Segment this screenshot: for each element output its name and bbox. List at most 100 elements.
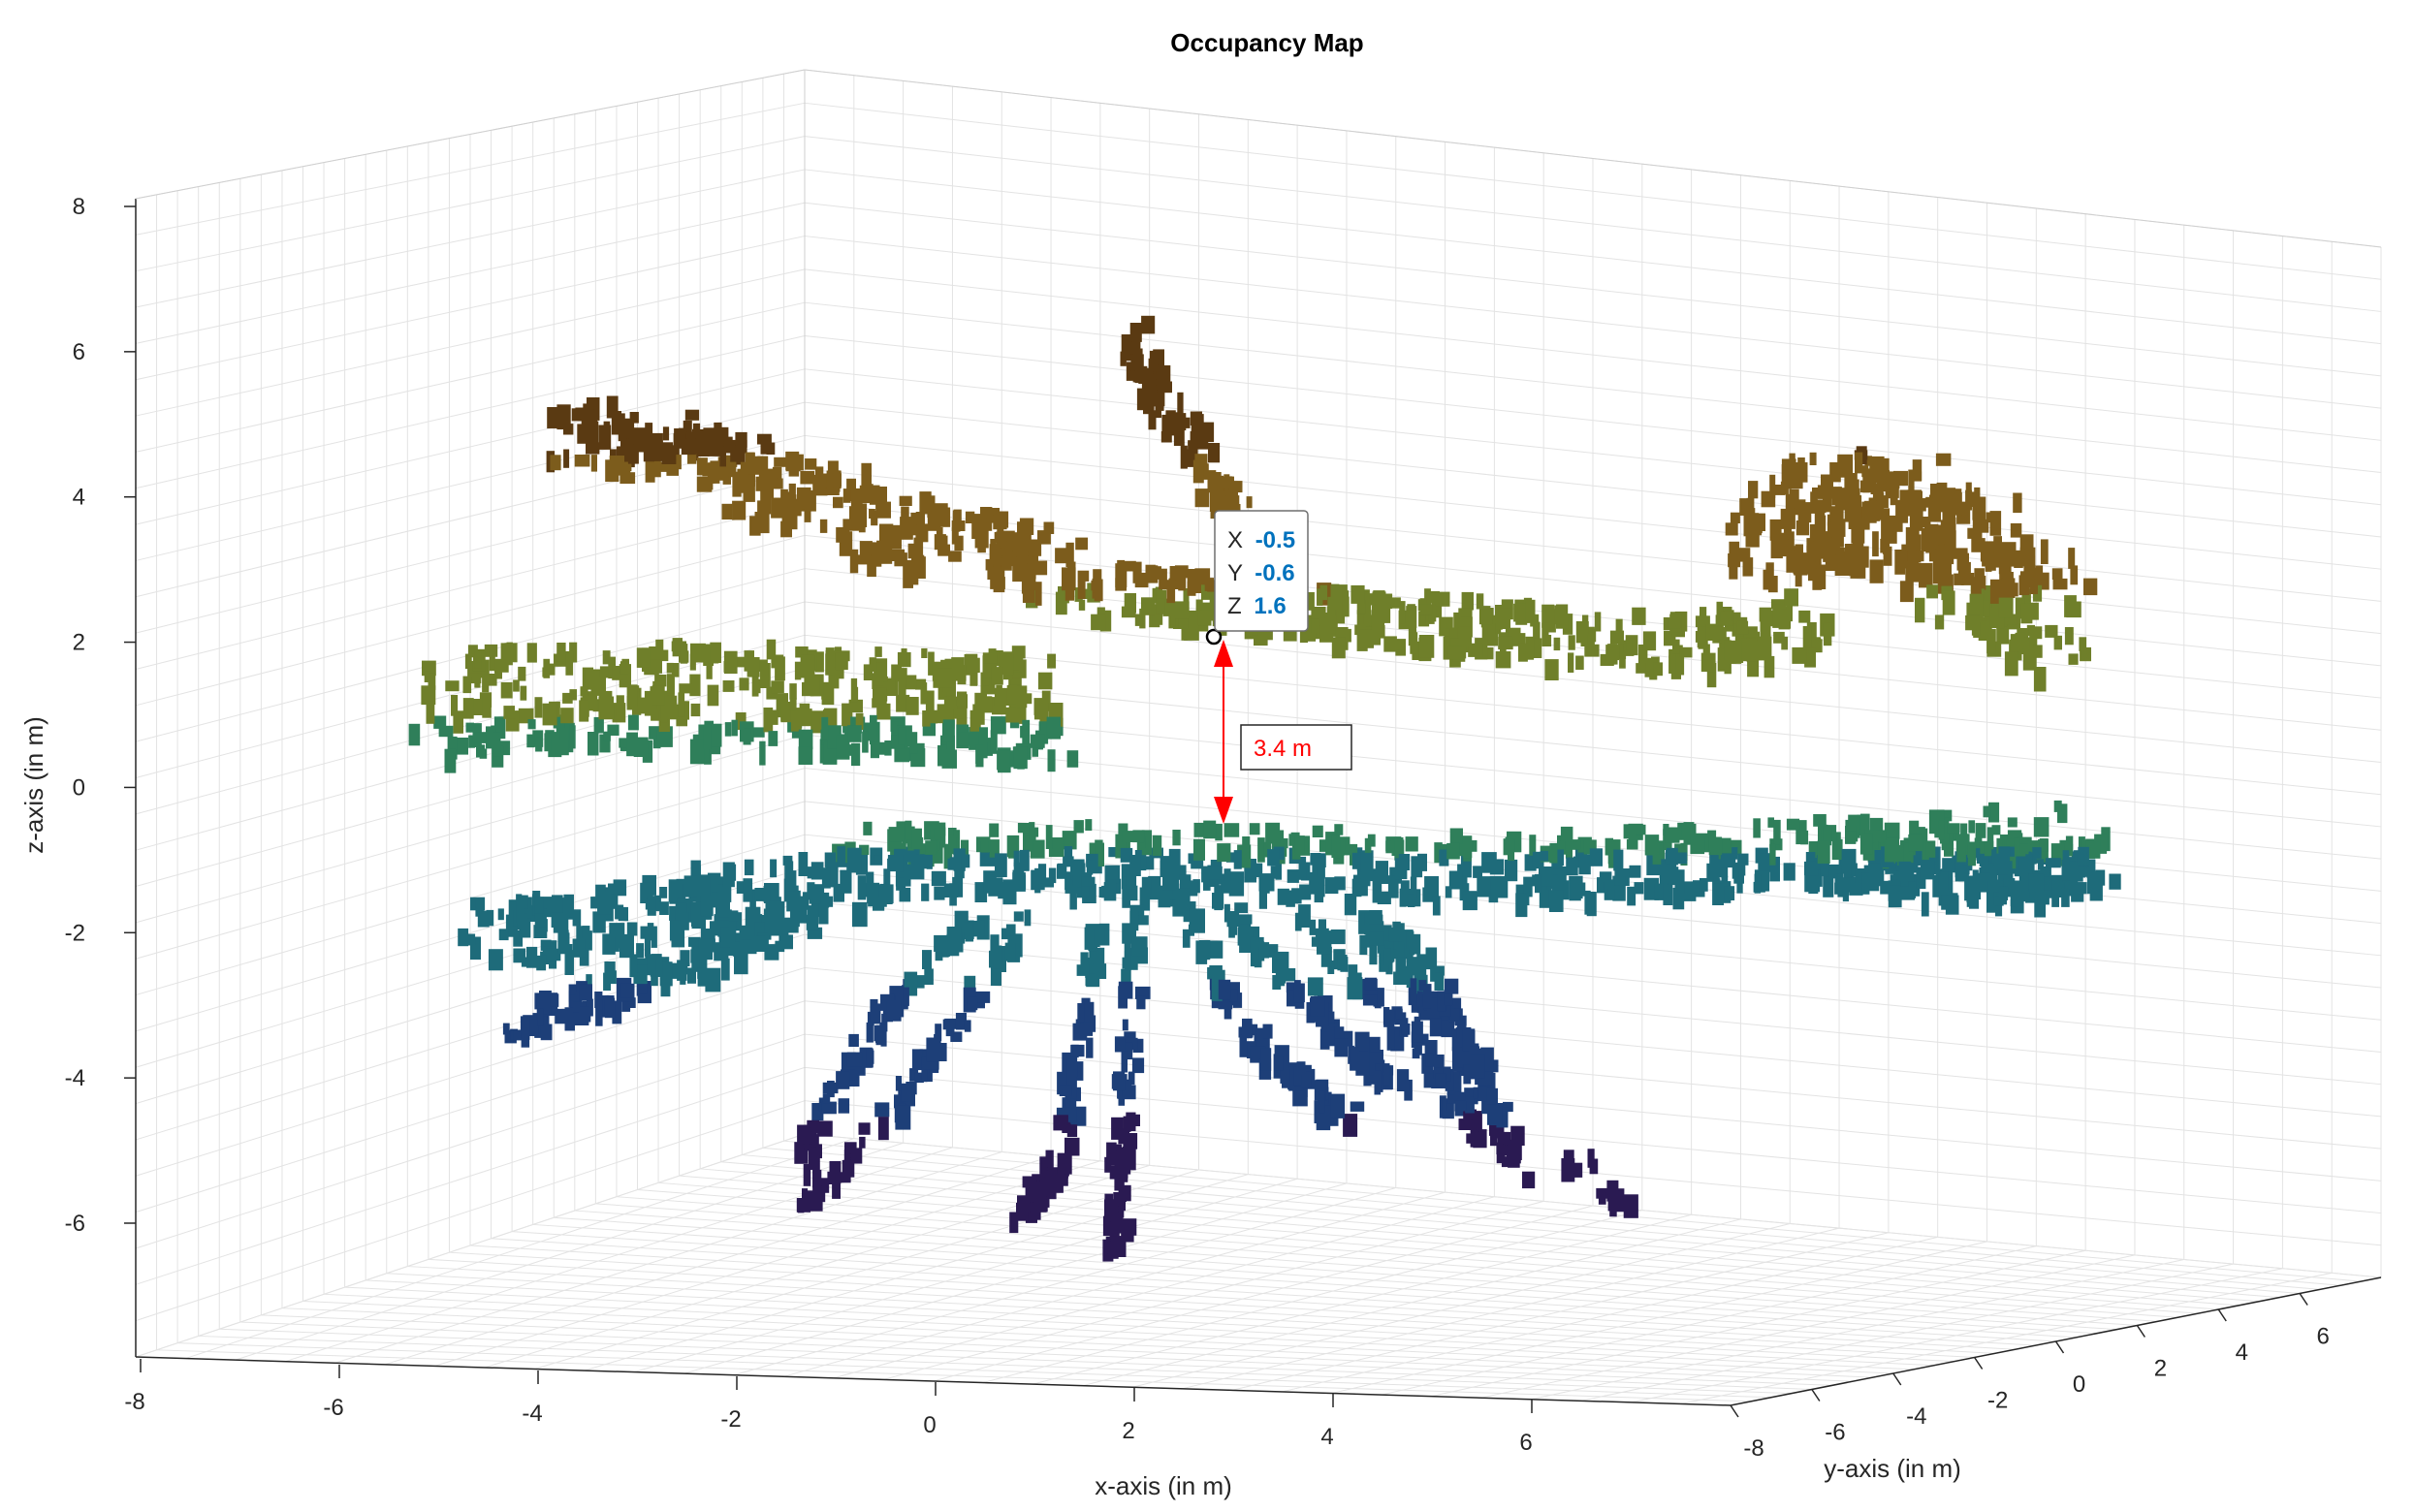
voxel [900, 517, 913, 540]
voxel [1160, 856, 1175, 877]
voxel [937, 544, 950, 556]
voxel [768, 731, 779, 746]
voxel [1317, 588, 1323, 606]
voxel [1122, 1218, 1137, 1236]
voxel [1745, 532, 1760, 548]
voxel [1383, 1009, 1395, 1027]
voxel [1597, 877, 1606, 894]
voxel [1320, 946, 1332, 967]
voxel [1123, 1184, 1131, 1202]
voxel [1128, 1114, 1140, 1126]
voxel [1372, 880, 1382, 903]
voxel [925, 840, 937, 855]
voxel [1066, 750, 1079, 768]
voxel [1148, 410, 1157, 430]
voxel [974, 692, 987, 710]
voxel [1805, 852, 1816, 866]
voxel [1729, 558, 1738, 580]
voxel [1944, 518, 1956, 542]
voxel [941, 709, 954, 722]
voxel [1217, 843, 1231, 863]
voxel [1019, 849, 1030, 871]
y-tick-mark [1811, 1389, 1821, 1402]
y-tick-label: -4 [1906, 1403, 1926, 1430]
voxel [871, 741, 886, 755]
voxel [2025, 555, 2036, 573]
voxel [1720, 611, 1732, 622]
voxel [1064, 846, 1073, 858]
voxel [2033, 817, 2050, 837]
voxel [839, 531, 853, 556]
voxel [1994, 896, 2004, 906]
grid-line [658, 1181, 2240, 1307]
y-tick-mark [1892, 1372, 1902, 1386]
voxel [1399, 601, 1406, 624]
voxel [1880, 880, 1890, 895]
voxel [905, 820, 912, 840]
voxel [1275, 859, 1282, 880]
voxel [1182, 929, 1191, 948]
voxel [1954, 866, 1969, 878]
voxel [1022, 719, 1031, 744]
voxel [722, 680, 735, 692]
voxel [1394, 836, 1404, 861]
voxel [1048, 867, 1057, 884]
voxel [542, 703, 557, 726]
voxel [808, 905, 822, 916]
voxel [1637, 645, 1648, 667]
voxel [673, 433, 680, 458]
voxel [1498, 636, 1513, 650]
voxel [810, 862, 824, 880]
voxel [704, 741, 712, 765]
voxel [1468, 643, 1483, 657]
voxel [453, 710, 463, 734]
voxel [1364, 912, 1373, 926]
voxel [1386, 597, 1401, 609]
voxel [1473, 866, 1482, 878]
voxel [1395, 1008, 1403, 1020]
voxel [771, 680, 784, 694]
voxel [612, 1000, 622, 1024]
voxel [1035, 582, 1042, 606]
voxel [956, 691, 968, 707]
voxel [1211, 976, 1223, 1001]
voxel [1965, 482, 1972, 506]
voxel [1632, 607, 1646, 625]
voxel [1971, 577, 1982, 594]
datatip-marker[interactable] [1205, 628, 1223, 646]
voxel [1331, 835, 1341, 859]
voxel [1998, 597, 2014, 618]
voxel [1467, 839, 1478, 852]
voxel [950, 1031, 963, 1042]
voxel [1086, 1037, 1094, 1058]
voxel [836, 735, 850, 760]
voxel [465, 722, 474, 733]
datatip[interactable]: X -0.5 Y -0.6 Z 1.6 [1205, 510, 1309, 646]
voxel [1400, 880, 1410, 893]
grid-line [804, 801, 2382, 957]
voxel [1024, 909, 1032, 927]
voxel [1510, 633, 1526, 645]
voxel [906, 697, 919, 715]
voxel [1013, 746, 1028, 770]
voxel [1607, 888, 1615, 900]
voxel [1095, 839, 1103, 863]
voxel [925, 690, 935, 714]
voxel [1008, 839, 1017, 859]
voxel [1737, 853, 1749, 866]
voxel [1178, 615, 1189, 629]
x-tick-label: -6 [323, 1395, 343, 1421]
voxel [1820, 861, 1829, 877]
voxel [771, 497, 784, 519]
voxel [723, 650, 738, 675]
voxel [1208, 866, 1223, 880]
voxel [1609, 630, 1624, 645]
x-axis-label: x-axis (in m) [1095, 1471, 1232, 1500]
voxel [1477, 876, 1491, 898]
voxel [1012, 556, 1028, 583]
grid-line [1082, 1218, 1741, 1387]
voxel [842, 703, 853, 727]
voxel [1916, 866, 1923, 885]
voxel [1882, 530, 1891, 554]
voxel [1974, 487, 1981, 504]
